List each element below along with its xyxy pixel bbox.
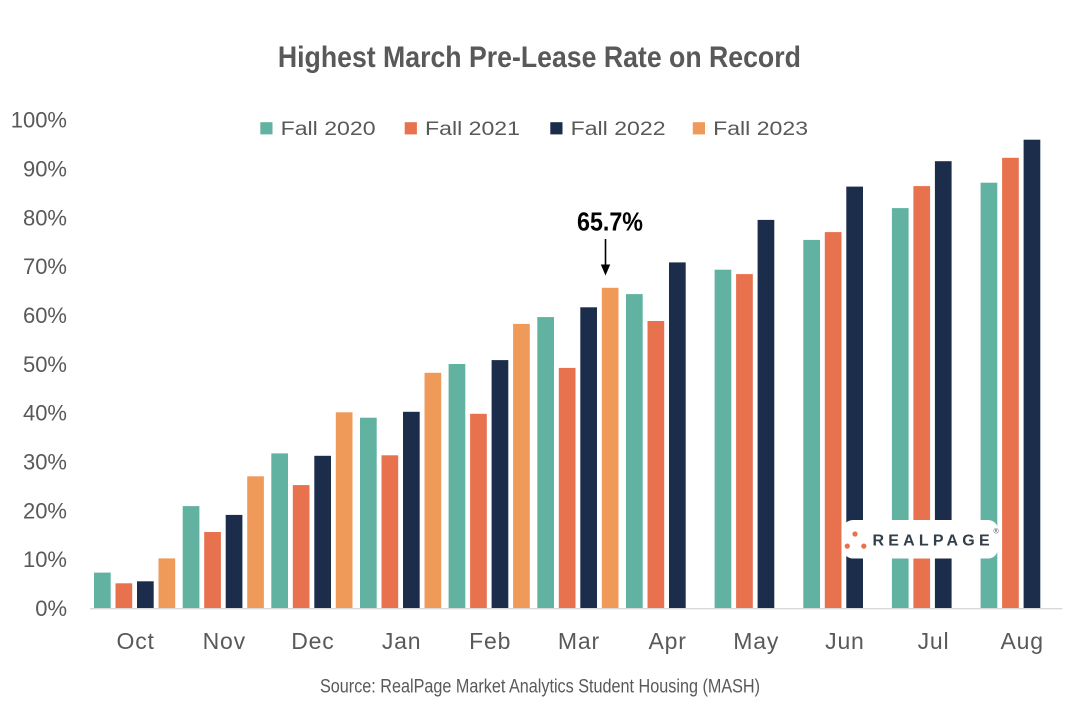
- svg-text:REALPAGE: REALPAGE: [873, 533, 994, 550]
- svg-text:Fall 2023: Fall 2023: [713, 119, 808, 140]
- svg-text:Jul: Jul: [918, 628, 950, 654]
- svg-text:Nov: Nov: [203, 628, 246, 654]
- svg-text:30%: 30%: [23, 450, 67, 475]
- svg-text:60%: 60%: [23, 303, 67, 328]
- svg-text:Mar: Mar: [558, 628, 600, 654]
- svg-text:70%: 70%: [23, 254, 67, 279]
- svg-text:10%: 10%: [23, 547, 67, 572]
- svg-text:Aug: Aug: [1001, 628, 1044, 654]
- svg-text:Feb: Feb: [469, 628, 511, 654]
- svg-text:65.7%: 65.7%: [577, 207, 643, 237]
- svg-text:Source: RealPage Market Analyt: Source: RealPage Market Analytics Studen…: [320, 677, 760, 698]
- svg-text:100%: 100%: [11, 108, 67, 133]
- svg-text:40%: 40%: [23, 401, 67, 426]
- svg-text:Fall 2022: Fall 2022: [571, 119, 666, 140]
- svg-text:Jun: Jun: [825, 628, 864, 654]
- svg-text:Dec: Dec: [291, 628, 334, 654]
- svg-text:Apr: Apr: [648, 628, 686, 654]
- svg-text:Fall 2021: Fall 2021: [425, 119, 520, 140]
- svg-text:20%: 20%: [23, 498, 67, 523]
- svg-text:Jan: Jan: [382, 628, 421, 654]
- svg-text:0%: 0%: [35, 596, 67, 621]
- svg-text:Oct: Oct: [117, 628, 155, 654]
- svg-text:May: May: [733, 628, 779, 654]
- svg-text:Fall 2020: Fall 2020: [281, 119, 376, 140]
- svg-text:®: ®: [994, 528, 1000, 536]
- svg-text:90%: 90%: [23, 157, 67, 182]
- svg-text:80%: 80%: [23, 205, 67, 230]
- svg-text:50%: 50%: [23, 352, 67, 377]
- svg-text:Highest March Pre-Lease Rate o: Highest March Pre-Lease Rate on Record: [278, 41, 801, 74]
